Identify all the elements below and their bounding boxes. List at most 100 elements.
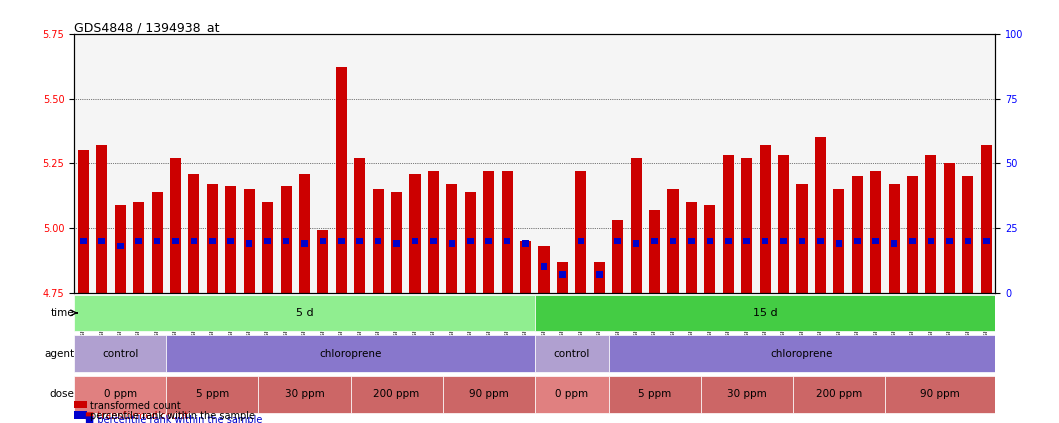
Text: 90 ppm: 90 ppm bbox=[469, 389, 508, 399]
Bar bbox=[96, 145, 107, 293]
Bar bbox=[596, 271, 603, 277]
Bar bbox=[538, 246, 550, 293]
Text: 200 ppm: 200 ppm bbox=[815, 389, 862, 399]
Text: 5 ppm: 5 ppm bbox=[196, 389, 229, 399]
Text: 5 d: 5 d bbox=[295, 308, 313, 318]
Bar bbox=[116, 243, 124, 249]
Bar bbox=[393, 240, 400, 247]
Bar bbox=[80, 238, 87, 244]
Bar bbox=[320, 238, 326, 244]
Text: 90 ppm: 90 ppm bbox=[920, 389, 961, 399]
Bar bbox=[465, 192, 475, 293]
Bar bbox=[191, 238, 197, 244]
Bar bbox=[281, 187, 291, 293]
FancyBboxPatch shape bbox=[166, 335, 535, 372]
FancyBboxPatch shape bbox=[885, 376, 995, 412]
FancyBboxPatch shape bbox=[535, 294, 995, 331]
Bar bbox=[338, 238, 344, 244]
Bar bbox=[651, 238, 658, 244]
Bar bbox=[391, 192, 402, 293]
Bar bbox=[375, 238, 381, 244]
Bar bbox=[873, 238, 879, 244]
Bar bbox=[446, 184, 457, 293]
Bar bbox=[778, 155, 789, 293]
FancyBboxPatch shape bbox=[793, 376, 885, 412]
Text: agent: agent bbox=[44, 349, 74, 359]
Bar bbox=[814, 137, 826, 293]
Bar bbox=[557, 261, 568, 293]
Bar bbox=[686, 202, 697, 293]
Bar bbox=[983, 238, 989, 244]
Bar bbox=[594, 261, 605, 293]
Bar bbox=[520, 241, 532, 293]
Text: 30 ppm: 30 ppm bbox=[285, 389, 324, 399]
Bar bbox=[169, 158, 181, 293]
Text: ■ percentile rank within the sample: ■ percentile rank within the sample bbox=[85, 415, 262, 423]
Bar bbox=[428, 171, 439, 293]
Bar bbox=[667, 189, 679, 293]
Text: control: control bbox=[554, 349, 590, 359]
Bar bbox=[209, 238, 216, 244]
Text: transformed count: transformed count bbox=[90, 401, 181, 411]
Bar bbox=[612, 220, 624, 293]
Bar bbox=[522, 240, 528, 247]
Text: 30 ppm: 30 ppm bbox=[726, 389, 767, 399]
Text: ■ transformed count: ■ transformed count bbox=[85, 411, 187, 421]
Text: GDS4848 / 1394938_at: GDS4848 / 1394938_at bbox=[74, 21, 219, 34]
Bar bbox=[77, 150, 89, 293]
FancyBboxPatch shape bbox=[535, 376, 609, 412]
Bar bbox=[722, 155, 734, 293]
Bar bbox=[541, 264, 548, 270]
Bar bbox=[136, 238, 142, 244]
Bar bbox=[173, 238, 179, 244]
Text: 200 ppm: 200 ppm bbox=[374, 389, 419, 399]
Bar bbox=[483, 171, 495, 293]
Bar bbox=[633, 240, 640, 247]
Bar bbox=[669, 238, 677, 244]
Bar bbox=[246, 240, 252, 247]
Bar bbox=[907, 176, 918, 293]
Bar bbox=[485, 238, 492, 244]
Bar bbox=[226, 187, 236, 293]
Text: 5 ppm: 5 ppm bbox=[638, 389, 671, 399]
Bar bbox=[851, 176, 863, 293]
Bar bbox=[265, 238, 271, 244]
Bar bbox=[559, 271, 566, 277]
Bar bbox=[944, 163, 955, 293]
Bar bbox=[649, 210, 660, 293]
Text: 0 ppm: 0 ppm bbox=[104, 389, 137, 399]
Bar bbox=[963, 176, 973, 293]
Bar bbox=[336, 68, 347, 293]
Bar bbox=[780, 238, 787, 244]
Bar bbox=[706, 238, 713, 244]
Bar bbox=[430, 238, 436, 244]
FancyBboxPatch shape bbox=[258, 376, 351, 412]
Bar bbox=[357, 238, 363, 244]
Bar bbox=[759, 145, 771, 293]
FancyBboxPatch shape bbox=[701, 376, 793, 412]
Bar bbox=[318, 231, 328, 293]
Text: 15 d: 15 d bbox=[753, 308, 777, 318]
FancyBboxPatch shape bbox=[443, 376, 535, 412]
Bar bbox=[151, 192, 163, 293]
Bar bbox=[189, 173, 199, 293]
Bar bbox=[283, 238, 289, 244]
Bar bbox=[981, 145, 992, 293]
Bar bbox=[630, 158, 642, 293]
Text: chloroprene: chloroprene bbox=[320, 349, 381, 359]
Bar bbox=[299, 173, 310, 293]
Bar bbox=[262, 202, 273, 293]
Bar bbox=[502, 171, 513, 293]
Bar bbox=[796, 184, 808, 293]
Bar bbox=[412, 238, 418, 244]
Bar bbox=[798, 238, 805, 244]
Bar bbox=[577, 238, 585, 244]
Bar bbox=[114, 205, 126, 293]
Bar bbox=[965, 238, 971, 244]
Bar bbox=[207, 184, 218, 293]
FancyBboxPatch shape bbox=[74, 376, 166, 412]
Bar bbox=[301, 240, 308, 247]
Bar bbox=[891, 240, 897, 247]
FancyBboxPatch shape bbox=[535, 335, 609, 372]
Text: 0 ppm: 0 ppm bbox=[555, 389, 588, 399]
